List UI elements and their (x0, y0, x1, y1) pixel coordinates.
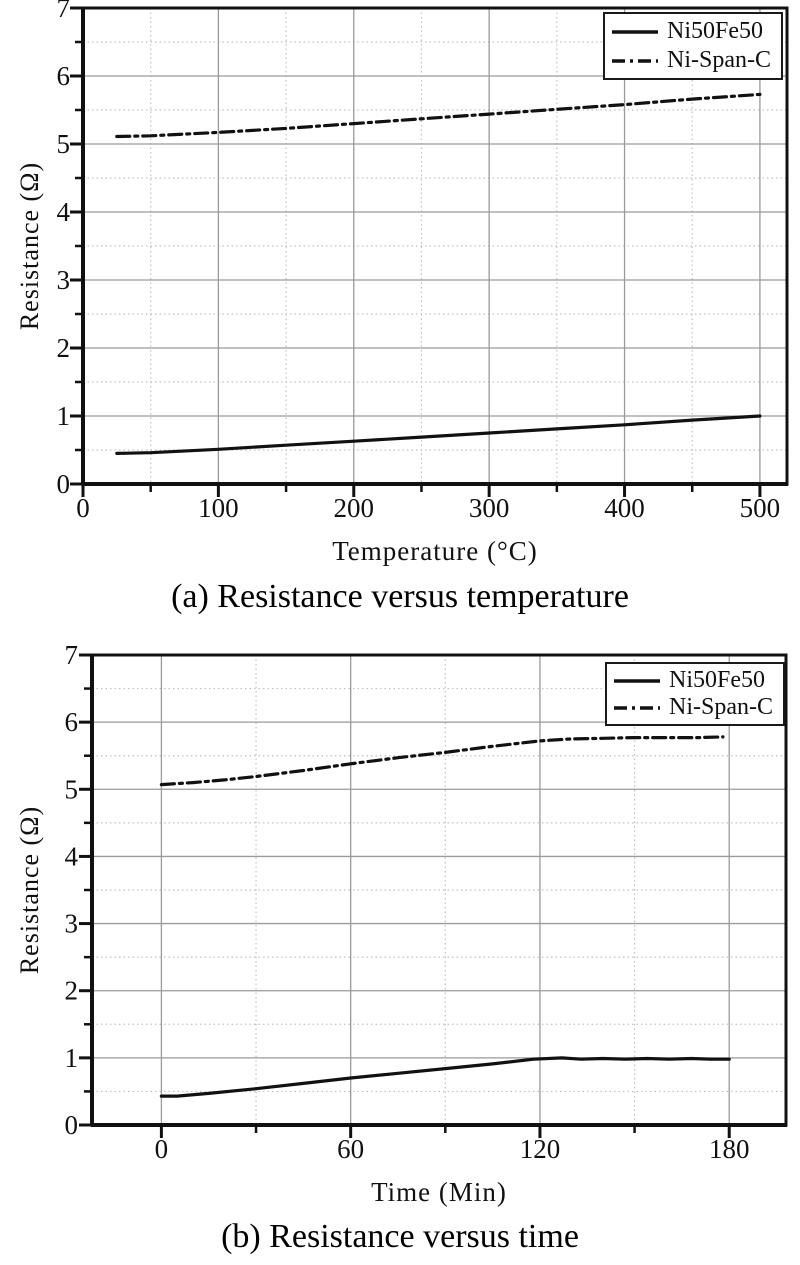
svg-text:6: 6 (65, 707, 79, 737)
grid-major (83, 8, 787, 484)
legend-item-ni-span-c: Ni-Span-C (611, 694, 779, 721)
y-tick-labels: 0 1 2 3 4 5 6 7 (65, 645, 79, 1140)
svg-text:2: 2 (57, 333, 71, 363)
chart-b-figure: 0 60 120 180 0 1 2 3 4 5 6 7 Resistance (Ω) Time (M… (0, 645, 800, 1265)
svg-text:4: 4 (57, 197, 71, 227)
chart-b-plot-area: 0 60 120 180 0 1 2 3 4 5 6 7 (65, 645, 788, 1164)
chart-b-x-axis-label: Time (Min) (371, 1177, 507, 1207)
svg-text:300: 300 (469, 493, 510, 523)
svg-text:120: 120 (520, 1134, 561, 1164)
chart-a-figure: 0 100 200 300 400 500 0 1 2 3 4 5 6 7 Resistance (Ω) … (15, 0, 789, 615)
svg-text:400: 400 (604, 493, 645, 523)
svg-text:1: 1 (57, 401, 71, 431)
chart-b-legend: Ni50Fe50 Ni-Span-C (605, 662, 785, 726)
legend-label-ni50fe50: Ni50Fe50 (669, 667, 765, 693)
dash-dot-line-icon (614, 705, 660, 710)
chart-a-x-axis-label: Temperature (°C) (332, 536, 538, 566)
chart-b-y-axis-label: Resistance (Ω) (15, 805, 44, 975)
svg-text:0: 0 (65, 1110, 79, 1140)
svg-text:3: 3 (57, 265, 71, 295)
legend-label-ni-span-c: Ni-Span-C (667, 47, 771, 73)
dash-dot-line-icon (612, 58, 658, 63)
legend-item-ni-span-c: Ni-Span-C (609, 47, 777, 75)
axis-ticks (79, 653, 731, 1138)
chart-a-y-axis-label: Resistance (Ω) (15, 161, 44, 331)
svg-text:7: 7 (65, 645, 79, 670)
svg-text:0: 0 (155, 1134, 169, 1164)
legend-label-ni50fe50: Ni50Fe50 (667, 18, 763, 44)
svg-text:60: 60 (337, 1134, 364, 1164)
svg-text:6: 6 (57, 61, 71, 91)
svg-text:4: 4 (65, 841, 79, 871)
solid-line-icon (614, 678, 660, 683)
series-ni-span-c (159, 735, 725, 787)
svg-text:0: 0 (57, 469, 71, 499)
solid-line-icon (612, 29, 658, 34)
chart-a-plot-area: 0 100 200 300 400 500 0 1 2 3 4 5 6 7 (57, 0, 789, 523)
series-ni-span-c (115, 92, 762, 139)
legend-item-ni50fe50: Ni50Fe50 (611, 667, 779, 694)
legend-item-ni50fe50: Ni50Fe50 (609, 18, 777, 46)
grid-minor (83, 8, 787, 484)
grid-minor (92, 655, 786, 1125)
chart-a-legend: Ni50Fe50 Ni-Span-C (603, 12, 783, 80)
series-ni50fe50 (115, 414, 762, 455)
y-tick-labels: 0 1 2 3 4 5 6 7 (57, 0, 71, 499)
svg-text:0: 0 (76, 493, 90, 523)
svg-text:180: 180 (709, 1134, 750, 1164)
svg-text:2: 2 (65, 976, 79, 1006)
x-tick-labels: 0 60 120 180 (155, 1134, 750, 1164)
axis-ticks (70, 6, 762, 497)
series-ni50fe50 (159, 1056, 731, 1098)
svg-text:5: 5 (65, 774, 79, 804)
svg-text:100: 100 (198, 493, 239, 523)
svg-text:3: 3 (65, 909, 79, 939)
chart-b-caption: (b) Resistance versus time (221, 1218, 579, 1255)
svg-text:5: 5 (57, 129, 71, 159)
x-tick-labels: 0 100 200 300 400 500 (76, 493, 780, 523)
svg-text:7: 7 (57, 0, 71, 23)
legend-label-ni-span-c: Ni-Span-C (669, 694, 773, 720)
svg-text:200: 200 (334, 493, 375, 523)
chart-a-caption: (a) Resistance versus temperature (171, 578, 629, 615)
svg-text:500: 500 (740, 493, 781, 523)
svg-text:1: 1 (65, 1043, 79, 1073)
